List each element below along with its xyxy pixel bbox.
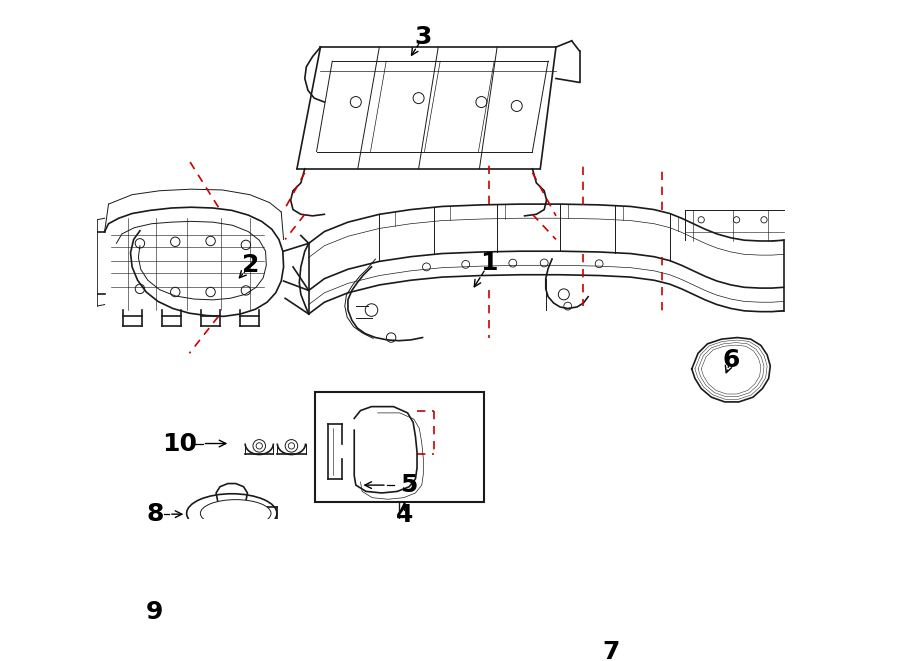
Ellipse shape [186,494,277,533]
Text: 10: 10 [163,432,197,455]
Ellipse shape [201,500,271,527]
Text: 1: 1 [481,251,498,275]
Text: 8: 8 [146,502,164,526]
Text: 7: 7 [602,640,619,661]
Text: 3: 3 [415,25,432,49]
Polygon shape [210,627,229,637]
Bar [315,393,484,502]
Text: 2: 2 [242,253,259,278]
Text: 5: 5 [400,473,417,497]
Text: 9: 9 [146,600,164,624]
Text: 6: 6 [723,348,740,371]
Text: 4: 4 [396,503,413,527]
